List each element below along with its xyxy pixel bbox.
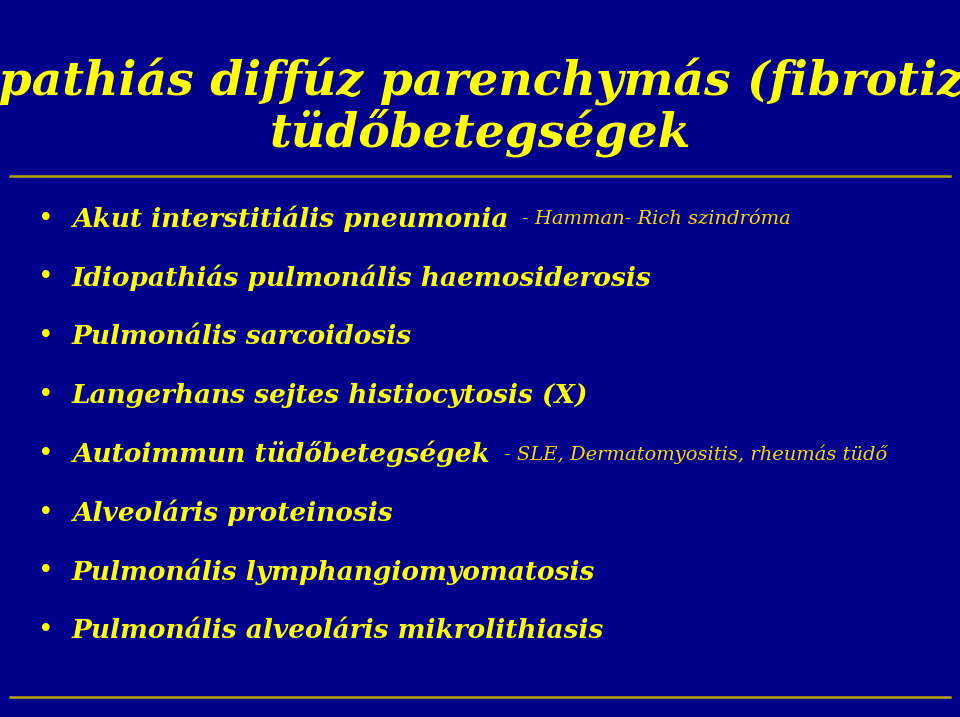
Text: •: • [38,265,54,290]
Text: Pulmonális lymphangiomyomatosis: Pulmonális lymphangiomyomatosis [72,559,595,584]
Text: Alveoláris proteinosis: Alveoláris proteinosis [72,500,393,526]
Text: •: • [38,382,54,408]
Text: •: • [38,441,54,467]
Text: •: • [38,559,54,584]
Text: Pulmonális sarcoidosis: Pulmonális sarcoidosis [72,324,412,348]
Text: - Hamman- Rich szindróma: - Hamman- Rich szindróma [522,209,791,228]
Text: - SLE, Dermatomyositis, rheumás tüdő: - SLE, Dermatomyositis, rheumás tüdő [504,444,887,464]
Text: •: • [38,206,54,232]
Text: Langerhans sejtes histiocytosis (X): Langerhans sejtes histiocytosis (X) [72,383,588,407]
Text: Pulmonális alveoláris mikrolithiasis: Pulmonális alveoláris mikrolithiasis [72,618,605,642]
Text: Autoimmun tüdőbetegségek: Autoimmun tüdőbetegségek [72,441,499,467]
Text: Idiopathiás pulmonális haemosiderosis: Idiopathiás pulmonális haemosiderosis [72,265,652,290]
Text: Akut interstitiális pneumonia: Akut interstitiális pneumonia [72,206,517,232]
Text: Idiopathiás diffúz parenchymás (fibrotizáló): Idiopathiás diffúz parenchymás (fibrotiz… [0,59,960,106]
Text: •: • [38,323,54,349]
Text: •: • [38,500,54,526]
Text: •: • [38,617,54,643]
Text: tüdőbetegségek: tüdőbetegségek [269,108,691,157]
